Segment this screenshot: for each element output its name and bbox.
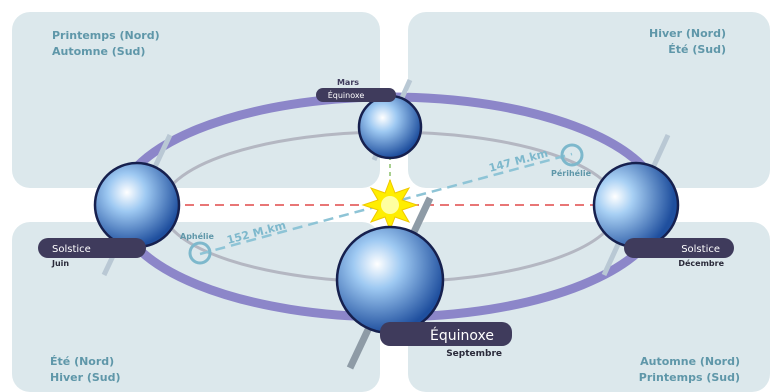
- march-label-box: [316, 88, 396, 102]
- june-event: Solstice: [52, 244, 91, 255]
- december-event: Solstice: [681, 244, 720, 255]
- season-line: Printemps (Sud): [638, 371, 740, 384]
- december-label-box: [624, 238, 734, 258]
- sun-core: [381, 196, 399, 214]
- season-label-bottom-left: Été (Nord) Hiver (Sud): [50, 354, 121, 386]
- perihelion-label: Périhélie: [551, 168, 592, 178]
- season-label-bottom-right: Automne (Nord) Printemps (Sud): [639, 354, 740, 386]
- aphelion-marker: [188, 241, 212, 265]
- march-event: Équinoxe: [328, 89, 365, 100]
- aphelion-label: Aphélie: [180, 231, 215, 241]
- season-label-top-right: Hiver (Nord) Été (Sud): [649, 26, 726, 58]
- season-line: Hiver (Nord): [649, 27, 726, 40]
- season-line: Automne (Nord): [640, 355, 740, 368]
- december-month: Décembre: [678, 258, 724, 268]
- season-line: Hiver (Sud): [50, 371, 121, 384]
- season-label-top-left: Printemps (Nord) Automne (Sud): [52, 28, 160, 60]
- aphelion-distance: 152 M.km: [225, 219, 287, 247]
- season-line: Été (Sud): [668, 43, 726, 56]
- june-label-box: [38, 238, 146, 258]
- season-line: Été (Nord): [50, 355, 115, 368]
- march-month: Mars: [337, 78, 359, 87]
- season-line: Printemps (Nord): [52, 29, 160, 42]
- planet-december: [592, 133, 680, 277]
- september-event: Équinoxe: [430, 327, 494, 344]
- september-label-box: [380, 322, 512, 346]
- september-month: Septembre: [446, 349, 502, 359]
- season-line: Automne (Sud): [52, 45, 146, 58]
- perihelion-marker: [560, 143, 584, 167]
- june-month: Juin: [51, 259, 69, 268]
- planet-september: [335, 196, 445, 370]
- perihelion-distance: 147 M.km: [487, 147, 549, 175]
